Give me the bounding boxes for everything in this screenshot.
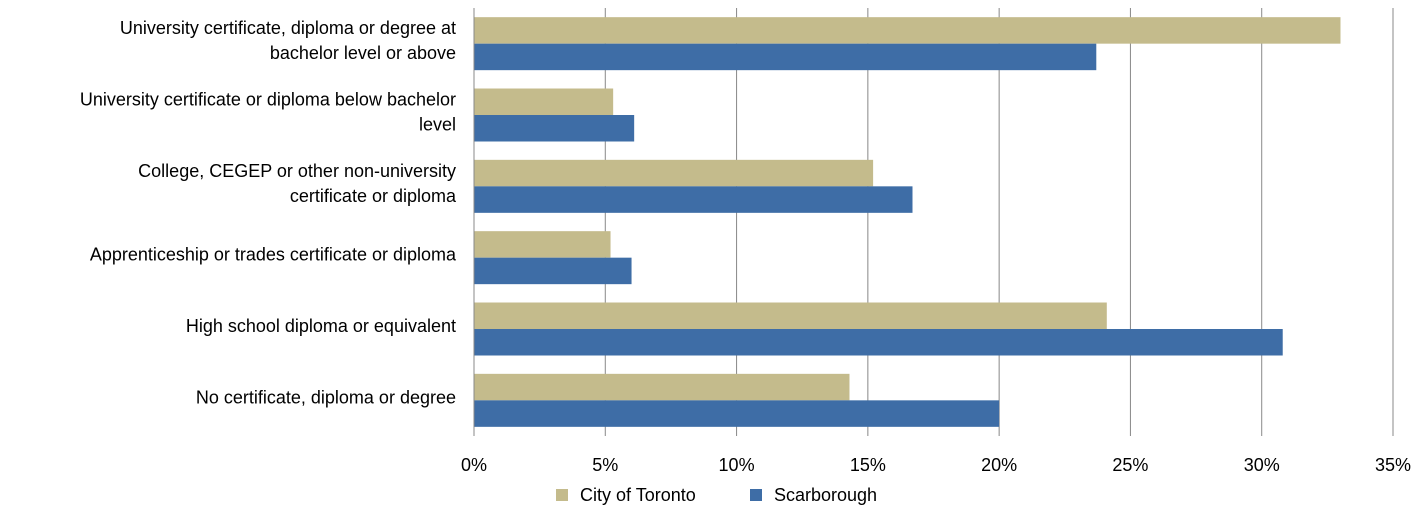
x-tick-label: 10% <box>719 455 755 475</box>
bar <box>474 329 1283 356</box>
bar <box>474 186 913 213</box>
category-label: Apprenticeship or trades certificate or … <box>90 244 457 264</box>
category-label: High school diploma or equivalent <box>186 316 456 336</box>
bar <box>474 17 1341 44</box>
x-tick-label: 25% <box>1112 455 1148 475</box>
legend-swatch <box>750 489 762 501</box>
bar <box>474 88 614 115</box>
x-tick-label: 35% <box>1375 455 1411 475</box>
x-tick-label: 0% <box>461 455 487 475</box>
category-label: College, CEGEP or other non-university ce… <box>138 161 457 206</box>
bar <box>474 257 632 285</box>
category-label: No certificate, diploma or degree <box>196 387 456 407</box>
bar <box>474 400 1000 427</box>
bar <box>474 302 1107 329</box>
bar <box>474 373 850 401</box>
x-tick-label: 5% <box>592 455 618 475</box>
legend-label: City of Toronto <box>580 485 696 505</box>
x-tick-label: 20% <box>981 455 1017 475</box>
category-label: University certificate, diploma or degre… <box>120 18 456 63</box>
bar <box>474 115 635 142</box>
x-tick-label: 15% <box>850 455 886 475</box>
legend-label: Scarborough <box>774 485 877 505</box>
legend-swatch <box>556 489 568 501</box>
bar <box>474 231 611 258</box>
bar <box>474 159 874 187</box>
bar <box>474 43 1097 71</box>
x-tick-label: 30% <box>1244 455 1280 475</box>
category-label: University certificate or diploma below … <box>80 89 456 134</box>
